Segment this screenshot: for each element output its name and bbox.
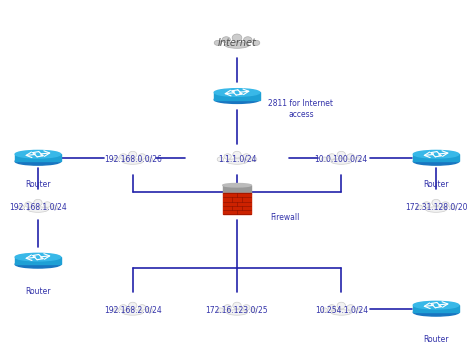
Ellipse shape — [337, 302, 346, 309]
Polygon shape — [15, 257, 61, 264]
Ellipse shape — [214, 96, 260, 103]
Ellipse shape — [52, 205, 58, 210]
Text: 10.0.100.0/24: 10.0.100.0/24 — [315, 155, 368, 164]
Ellipse shape — [113, 157, 119, 162]
Polygon shape — [15, 154, 61, 161]
Ellipse shape — [222, 37, 230, 43]
Ellipse shape — [232, 34, 242, 42]
Polygon shape — [413, 305, 459, 312]
Ellipse shape — [122, 310, 143, 315]
Ellipse shape — [233, 151, 241, 158]
Ellipse shape — [224, 305, 231, 310]
Text: Router: Router — [423, 180, 449, 189]
Text: 2811 for Internet
access: 2811 for Internet access — [268, 99, 334, 119]
Text: Firewall: Firewall — [270, 213, 300, 222]
Ellipse shape — [233, 302, 241, 309]
Ellipse shape — [432, 199, 440, 206]
Ellipse shape — [18, 205, 24, 210]
Ellipse shape — [227, 310, 247, 315]
Text: Router: Router — [25, 287, 51, 296]
Text: 192.168.2.0/24: 192.168.2.0/24 — [104, 306, 162, 315]
Ellipse shape — [225, 42, 249, 48]
Ellipse shape — [321, 157, 328, 162]
Ellipse shape — [44, 202, 51, 207]
Ellipse shape — [450, 205, 456, 210]
Ellipse shape — [138, 154, 146, 159]
Ellipse shape — [442, 202, 449, 207]
Ellipse shape — [146, 157, 153, 162]
Ellipse shape — [416, 205, 422, 210]
Ellipse shape — [426, 207, 447, 212]
Ellipse shape — [328, 154, 336, 159]
Ellipse shape — [328, 305, 336, 310]
Ellipse shape — [413, 151, 459, 158]
Text: 192.168.0.0/26: 192.168.0.0/26 — [104, 155, 162, 164]
Ellipse shape — [25, 202, 32, 207]
Ellipse shape — [224, 154, 231, 159]
Ellipse shape — [34, 199, 42, 206]
Text: 1.1.1.0/24: 1.1.1.0/24 — [218, 155, 256, 164]
Ellipse shape — [15, 151, 61, 158]
Polygon shape — [214, 93, 260, 99]
Text: Internet: Internet — [218, 38, 256, 48]
Ellipse shape — [347, 154, 355, 159]
Ellipse shape — [223, 184, 251, 187]
Ellipse shape — [119, 154, 127, 159]
Ellipse shape — [217, 157, 223, 162]
Ellipse shape — [413, 308, 459, 316]
Ellipse shape — [331, 159, 352, 164]
Ellipse shape — [244, 37, 252, 43]
Ellipse shape — [243, 154, 250, 159]
Ellipse shape — [331, 310, 352, 315]
Ellipse shape — [214, 89, 260, 96]
Ellipse shape — [251, 157, 257, 162]
Ellipse shape — [217, 308, 223, 312]
Ellipse shape — [243, 305, 250, 310]
Ellipse shape — [128, 302, 137, 309]
FancyBboxPatch shape — [223, 193, 251, 214]
Text: 192.168.1.0/24: 192.168.1.0/24 — [9, 203, 67, 212]
Polygon shape — [413, 154, 459, 161]
Ellipse shape — [128, 151, 137, 158]
Ellipse shape — [138, 305, 146, 310]
Ellipse shape — [15, 253, 61, 261]
Ellipse shape — [113, 308, 119, 312]
Ellipse shape — [214, 40, 221, 45]
Ellipse shape — [119, 305, 127, 310]
Text: 172.31.128.0/20: 172.31.128.0/20 — [405, 203, 467, 212]
Ellipse shape — [146, 308, 153, 312]
Ellipse shape — [15, 157, 61, 165]
Ellipse shape — [355, 308, 361, 312]
Ellipse shape — [27, 207, 48, 212]
Ellipse shape — [413, 301, 459, 309]
Ellipse shape — [347, 305, 355, 310]
Ellipse shape — [15, 260, 61, 268]
Text: 10.254.1.0/24: 10.254.1.0/24 — [315, 306, 368, 315]
Text: Router: Router — [423, 335, 449, 343]
Ellipse shape — [253, 40, 260, 45]
FancyBboxPatch shape — [223, 185, 251, 194]
Ellipse shape — [321, 308, 328, 312]
Ellipse shape — [251, 308, 257, 312]
Ellipse shape — [413, 157, 459, 165]
Ellipse shape — [227, 159, 247, 164]
Ellipse shape — [423, 202, 430, 207]
Ellipse shape — [122, 159, 143, 164]
Text: Router: Router — [25, 180, 51, 189]
Text: 172.16.123.0/25: 172.16.123.0/25 — [206, 306, 268, 315]
Ellipse shape — [337, 151, 346, 158]
Ellipse shape — [355, 157, 361, 162]
